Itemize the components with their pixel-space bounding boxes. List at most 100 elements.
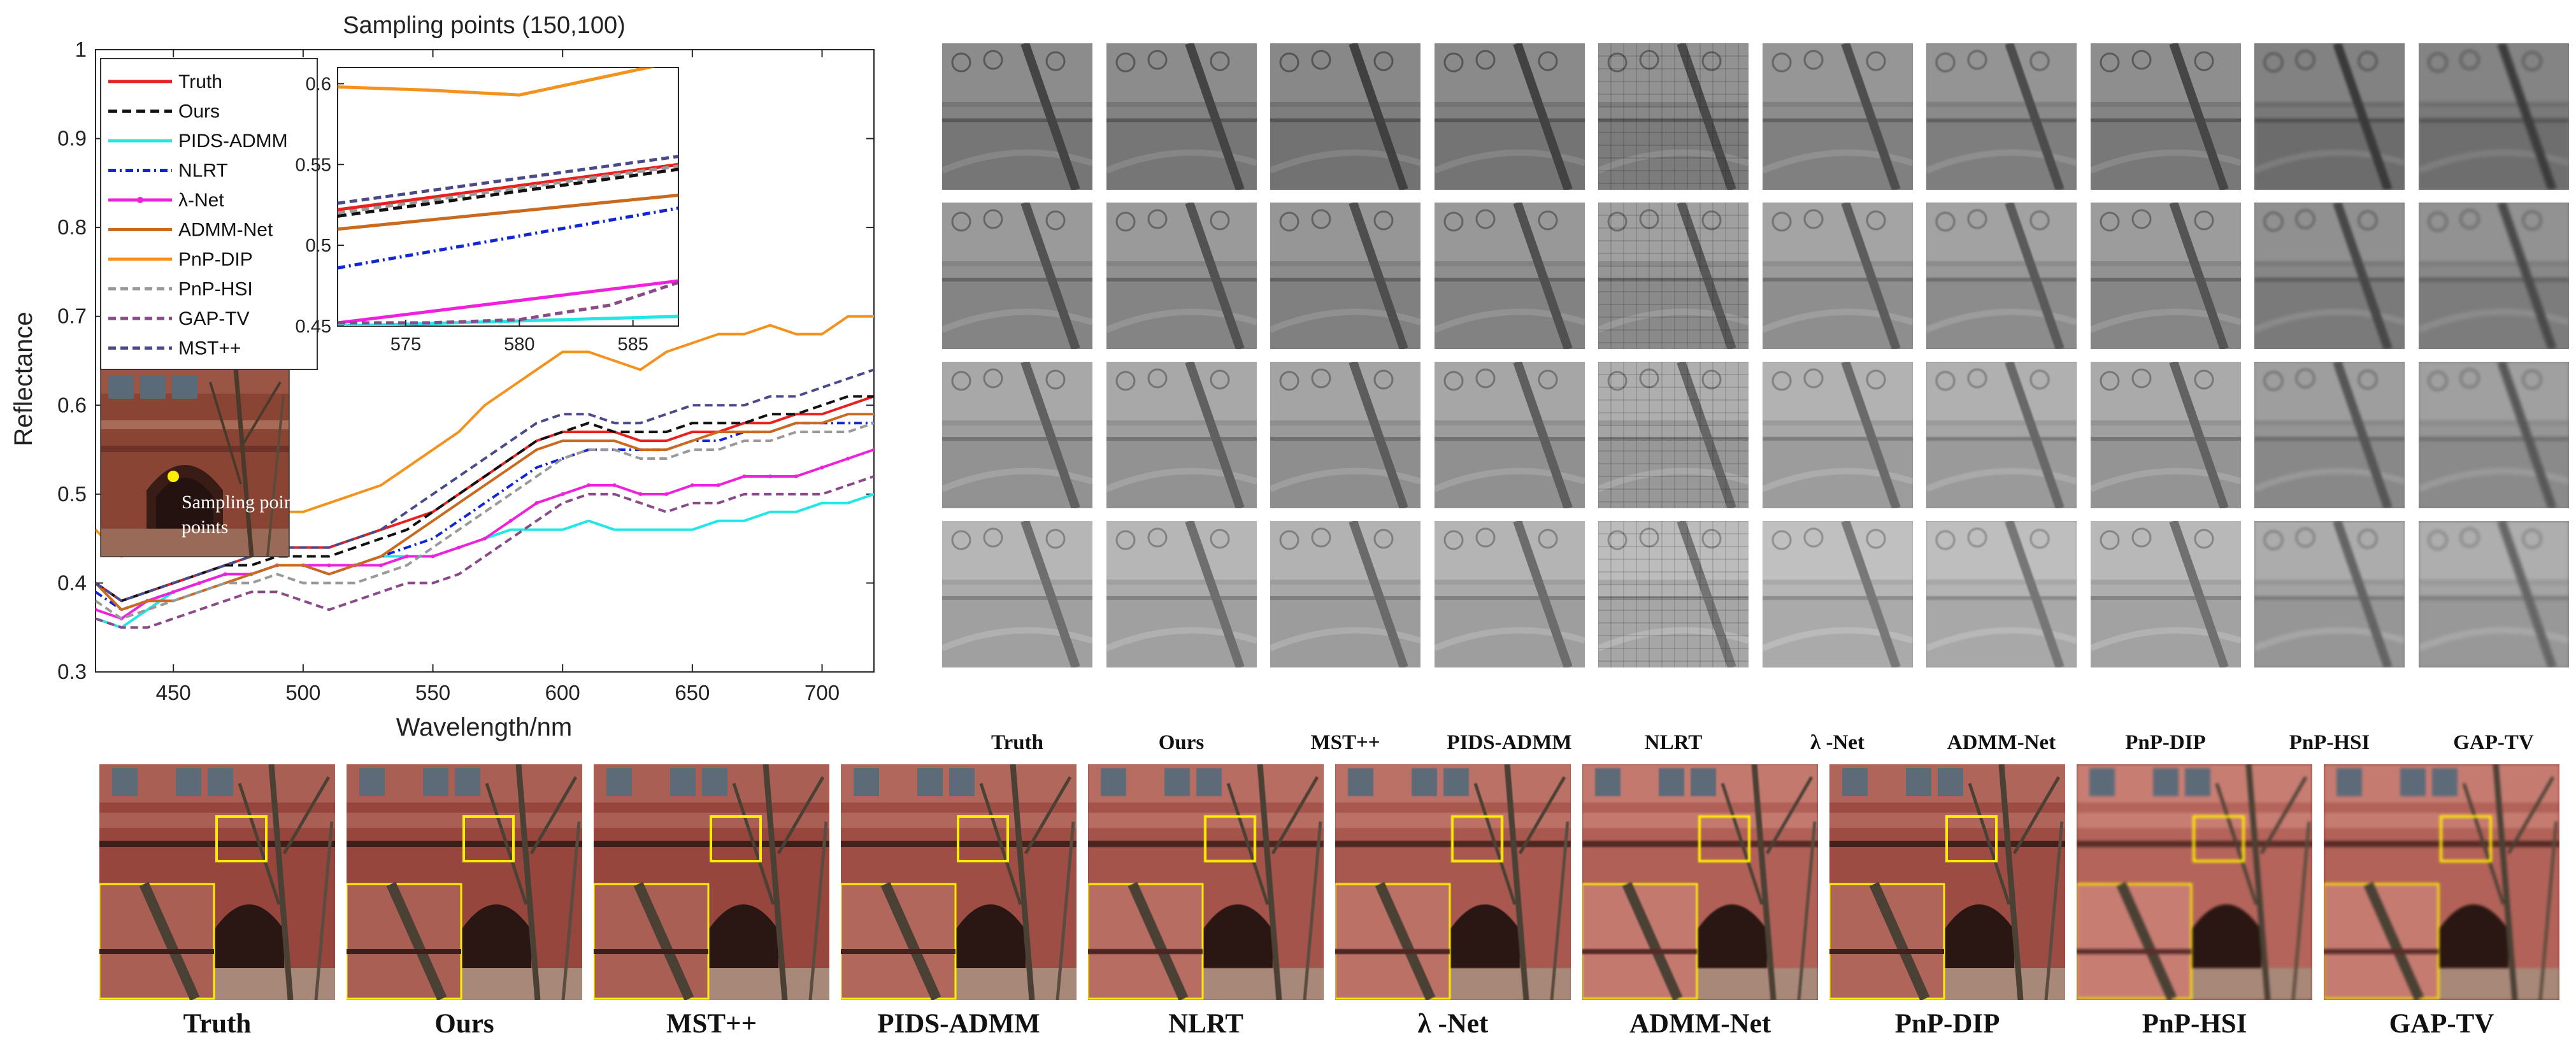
rgb-tile — [2324, 764, 2559, 1000]
band-tile — [2418, 203, 2569, 349]
rgb-label: ADMM-Net — [1629, 1009, 1771, 1039]
band-tile — [1762, 362, 1913, 508]
band-tile — [1270, 521, 1420, 667]
series-point — [561, 492, 565, 496]
inset-x-tick-label: 580 — [504, 334, 534, 355]
series-point — [846, 457, 850, 461]
legend-label: PnP-HSI — [178, 279, 253, 300]
legend-label: ADMM-Net — [178, 220, 273, 241]
x-tick-label: 600 — [545, 681, 580, 704]
y-tick-label: 0.6 — [57, 393, 87, 417]
band-tile — [1270, 362, 1420, 508]
band-tile — [1106, 362, 1257, 508]
inset-series-line-7 — [338, 164, 678, 215]
inset-y-tick-label: 0.6 — [306, 74, 331, 94]
inset-series-line-4 — [338, 279, 678, 325]
band-tile — [1434, 203, 1585, 349]
legend-label: MST++ — [178, 338, 241, 359]
inset-y-tick-label: 0.55 — [296, 155, 331, 175]
band-column-label: λ -Net — [1810, 731, 1864, 754]
legend-marker — [137, 197, 143, 203]
band-tile — [2090, 521, 2241, 667]
series-point — [223, 572, 227, 576]
series-point — [404, 554, 409, 559]
inset-series-line-1 — [338, 168, 678, 218]
rgb-comparison-row: Truth Ours MST++ PIDS-ADMM NLRT λ -Net ADMM-Ne… — [0, 758, 2576, 1056]
sampling-photo: Sampling points points — [100, 367, 306, 557]
rgb-tile — [594, 764, 829, 1000]
inset-series-line-6 — [338, 68, 656, 97]
inset-series-line-0 — [338, 162, 678, 211]
y-tick-label: 0.7 — [57, 304, 87, 328]
band-tile — [942, 43, 1092, 190]
series-point — [431, 554, 435, 559]
band-tile — [1106, 203, 1257, 349]
inset-frame — [337, 67, 679, 327]
y-axis-label: Reflectance — [10, 311, 38, 446]
band-tile — [1926, 362, 2077, 508]
band-tile — [2418, 43, 2569, 190]
band-column-label: PnP-HSI — [2289, 731, 2370, 754]
legend-label: NLRT — [178, 161, 228, 182]
band-tile — [2254, 43, 2405, 190]
series-point — [534, 501, 539, 505]
spectral-plot: Sampling points (150,100) 450 500 550 600 65… — [10, 12, 875, 741]
series-line-1 — [96, 395, 874, 603]
band-tile — [1598, 521, 1749, 667]
band-column-label: PnP-DIP — [2125, 731, 2206, 754]
band-tile — [1598, 43, 1749, 190]
band-tile — [1762, 43, 1913, 190]
band-tile — [1598, 362, 1749, 508]
series-point — [690, 483, 694, 487]
series-point — [483, 536, 487, 541]
series-line-9 — [96, 368, 874, 603]
y-tick-label: 0.9 — [57, 127, 87, 150]
band-tile — [942, 203, 1092, 349]
band-tile — [2090, 43, 2241, 190]
inset-series-line-5 — [338, 193, 678, 231]
rgb-tile — [841, 764, 1077, 1000]
band-tile — [2254, 203, 2405, 349]
rgb-tile — [99, 764, 335, 1000]
band-tile — [1434, 43, 1585, 190]
band-column-label: PIDS-ADMM — [1447, 731, 1572, 754]
band-tile — [1434, 521, 1585, 667]
y-tick-label: 0.3 — [57, 660, 87, 683]
band-tile — [1106, 43, 1257, 190]
band-tile — [2418, 521, 2569, 667]
rgb-label: PIDS-ADMM — [877, 1009, 1040, 1039]
band-tile — [1434, 362, 1585, 508]
band-tile — [2090, 203, 2241, 349]
band-tile — [1598, 203, 1749, 349]
series-point — [716, 483, 720, 487]
inset-x-tick-label: 585 — [617, 334, 648, 355]
rgb-label: λ -Net — [1417, 1009, 1489, 1039]
band-tile — [942, 521, 1092, 667]
inset-y-tick-label: 0.45 — [296, 317, 331, 337]
band-column-label: Ours — [1158, 731, 1205, 754]
series-point — [742, 474, 747, 478]
series-point — [638, 492, 643, 496]
band-tile — [2090, 362, 2241, 508]
inset-y-tick-label: 0.5 — [306, 236, 331, 256]
band-tile — [2254, 362, 2405, 508]
series-point — [327, 563, 331, 567]
series-point — [379, 563, 383, 567]
series-line-5 — [96, 413, 874, 611]
band-tile — [2418, 362, 2569, 508]
y-tick-label: 0.4 — [57, 571, 87, 594]
series-point — [457, 545, 461, 550]
rgb-label: GAP-TV — [2389, 1009, 2494, 1039]
rgb-tile — [1335, 764, 1571, 1000]
x-tick-label: 450 — [156, 681, 191, 704]
band-tile — [1106, 521, 1257, 667]
inset-series-line-3 — [338, 206, 678, 270]
x-tick-label: 550 — [415, 681, 450, 704]
legend-label: λ-Net — [178, 190, 224, 211]
zoom-inset: 575 580 585 0.45 0.5 0.55 0.6 — [296, 67, 679, 355]
legend-label: PIDS-ADMM — [178, 131, 288, 152]
band-tile — [1270, 203, 1420, 349]
series-point — [612, 483, 617, 487]
photo-caption-line2: points — [182, 517, 228, 538]
